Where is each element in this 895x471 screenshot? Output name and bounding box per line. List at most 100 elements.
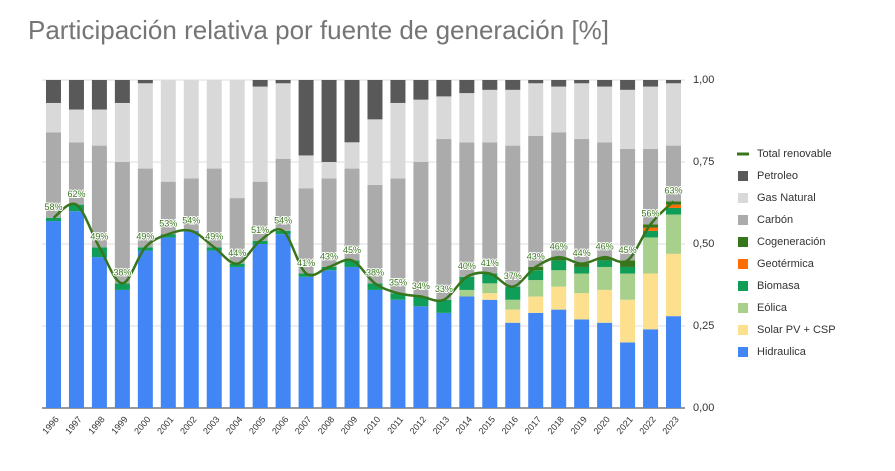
bar-segment <box>229 198 245 264</box>
bar-segment <box>321 162 337 179</box>
bar-segment <box>137 80 153 84</box>
bar-segment <box>321 266 337 271</box>
bar-segment <box>597 257 613 261</box>
bar-segment <box>275 83 291 159</box>
bar-segment <box>436 299 452 313</box>
x-tick-label: 2007 <box>293 414 314 436</box>
bar-segment <box>574 139 590 264</box>
bar-segment <box>436 96 452 140</box>
x-tick-label: 1997 <box>63 414 84 436</box>
bar-segment <box>574 273 590 294</box>
bar-segment <box>551 260 567 271</box>
bar-segment <box>528 296 544 313</box>
bar-segment <box>666 253 682 317</box>
bar-segment <box>620 148 636 261</box>
bar-segment <box>574 319 590 408</box>
bar-segment <box>551 80 567 87</box>
line <box>52 200 675 303</box>
bar-segment <box>160 237 176 408</box>
x-tick-label: 2008 <box>316 414 337 436</box>
bar-segment <box>206 80 222 169</box>
bar-segment <box>436 80 452 97</box>
bar-segment <box>183 230 199 408</box>
bar-segment <box>45 132 61 218</box>
bar-segment <box>482 89 498 143</box>
value-label: 38% <box>113 268 131 278</box>
bar-segment <box>252 244 268 408</box>
bar-segment <box>620 80 636 90</box>
value-label: 40% <box>458 261 476 271</box>
bar-segment <box>114 289 130 408</box>
bar-segment <box>643 237 659 274</box>
bar-segment <box>390 102 406 179</box>
bar-segment <box>482 293 498 300</box>
bar-segment <box>505 322 521 408</box>
value-label: 49% <box>205 232 223 242</box>
x-tick-label: 2017 <box>523 414 544 436</box>
bar-segment <box>643 148 659 225</box>
bar-segment <box>574 293 590 320</box>
bar-segment <box>551 132 567 258</box>
bar-segment <box>160 80 176 182</box>
x-tick-label: 2000 <box>132 414 153 436</box>
bar-segment <box>643 230 659 238</box>
value-label: 37% <box>504 271 522 281</box>
bar-segment <box>275 234 291 408</box>
bar-segment <box>459 93 475 143</box>
bar-segment <box>367 119 383 185</box>
bar-segment <box>344 168 360 261</box>
bar-segment <box>528 135 544 267</box>
bar-segment <box>643 273 659 330</box>
bar-segment <box>643 80 659 87</box>
bar-segment <box>229 80 245 199</box>
value-label: 41% <box>481 258 499 268</box>
legend-swatch <box>738 325 748 335</box>
bar-segment <box>505 80 521 90</box>
x-tick-label: 2021 <box>614 414 635 436</box>
bar-segment <box>597 86 613 143</box>
x-tick-label: 2012 <box>408 414 429 436</box>
bar-segment <box>620 260 636 267</box>
legend-label: Biomasa <box>757 280 801 292</box>
bar-segment <box>459 296 475 408</box>
value-label: 53% <box>159 219 177 229</box>
bar-segment <box>528 80 544 84</box>
y-tick-label: 1,00 <box>693 74 714 86</box>
bar-segment <box>482 283 498 294</box>
y-tick-label: 0,00 <box>693 402 714 414</box>
value-label: 45% <box>619 245 637 255</box>
value-label: 38% <box>366 268 384 278</box>
bar-segment <box>91 145 107 248</box>
bar-segment <box>459 142 475 277</box>
bar-segment <box>413 80 429 100</box>
value-label: 35% <box>389 278 407 288</box>
bar-segment <box>597 322 613 408</box>
bar-segment <box>459 289 475 297</box>
bar-segment <box>620 342 636 408</box>
bar-segment <box>482 80 498 90</box>
x-tick-label: 2006 <box>270 414 291 436</box>
bar-segment <box>114 80 130 103</box>
bar-segment <box>666 145 682 202</box>
bar-segment <box>482 299 498 408</box>
bar-segment <box>390 299 406 408</box>
legend-swatch <box>738 281 748 291</box>
bar-segment <box>206 250 222 408</box>
bar-segment <box>45 80 61 103</box>
x-tick-label: 2013 <box>431 414 452 436</box>
bar-segment <box>206 168 222 248</box>
bar-segment <box>459 276 475 290</box>
x-tick-label: 2004 <box>224 414 245 436</box>
bar-segment <box>252 80 268 87</box>
bar-segment <box>160 234 176 238</box>
bar-segment <box>68 142 84 205</box>
bar-segment <box>298 188 314 274</box>
legend-swatch <box>738 171 748 181</box>
bar-segment <box>459 80 475 94</box>
bar-segment <box>390 178 406 294</box>
bar-segment <box>574 80 590 84</box>
legend-label: Carbón <box>757 214 793 226</box>
bar-segment <box>275 158 291 231</box>
legend-swatch <box>738 215 748 225</box>
bar-segment <box>45 102 61 133</box>
